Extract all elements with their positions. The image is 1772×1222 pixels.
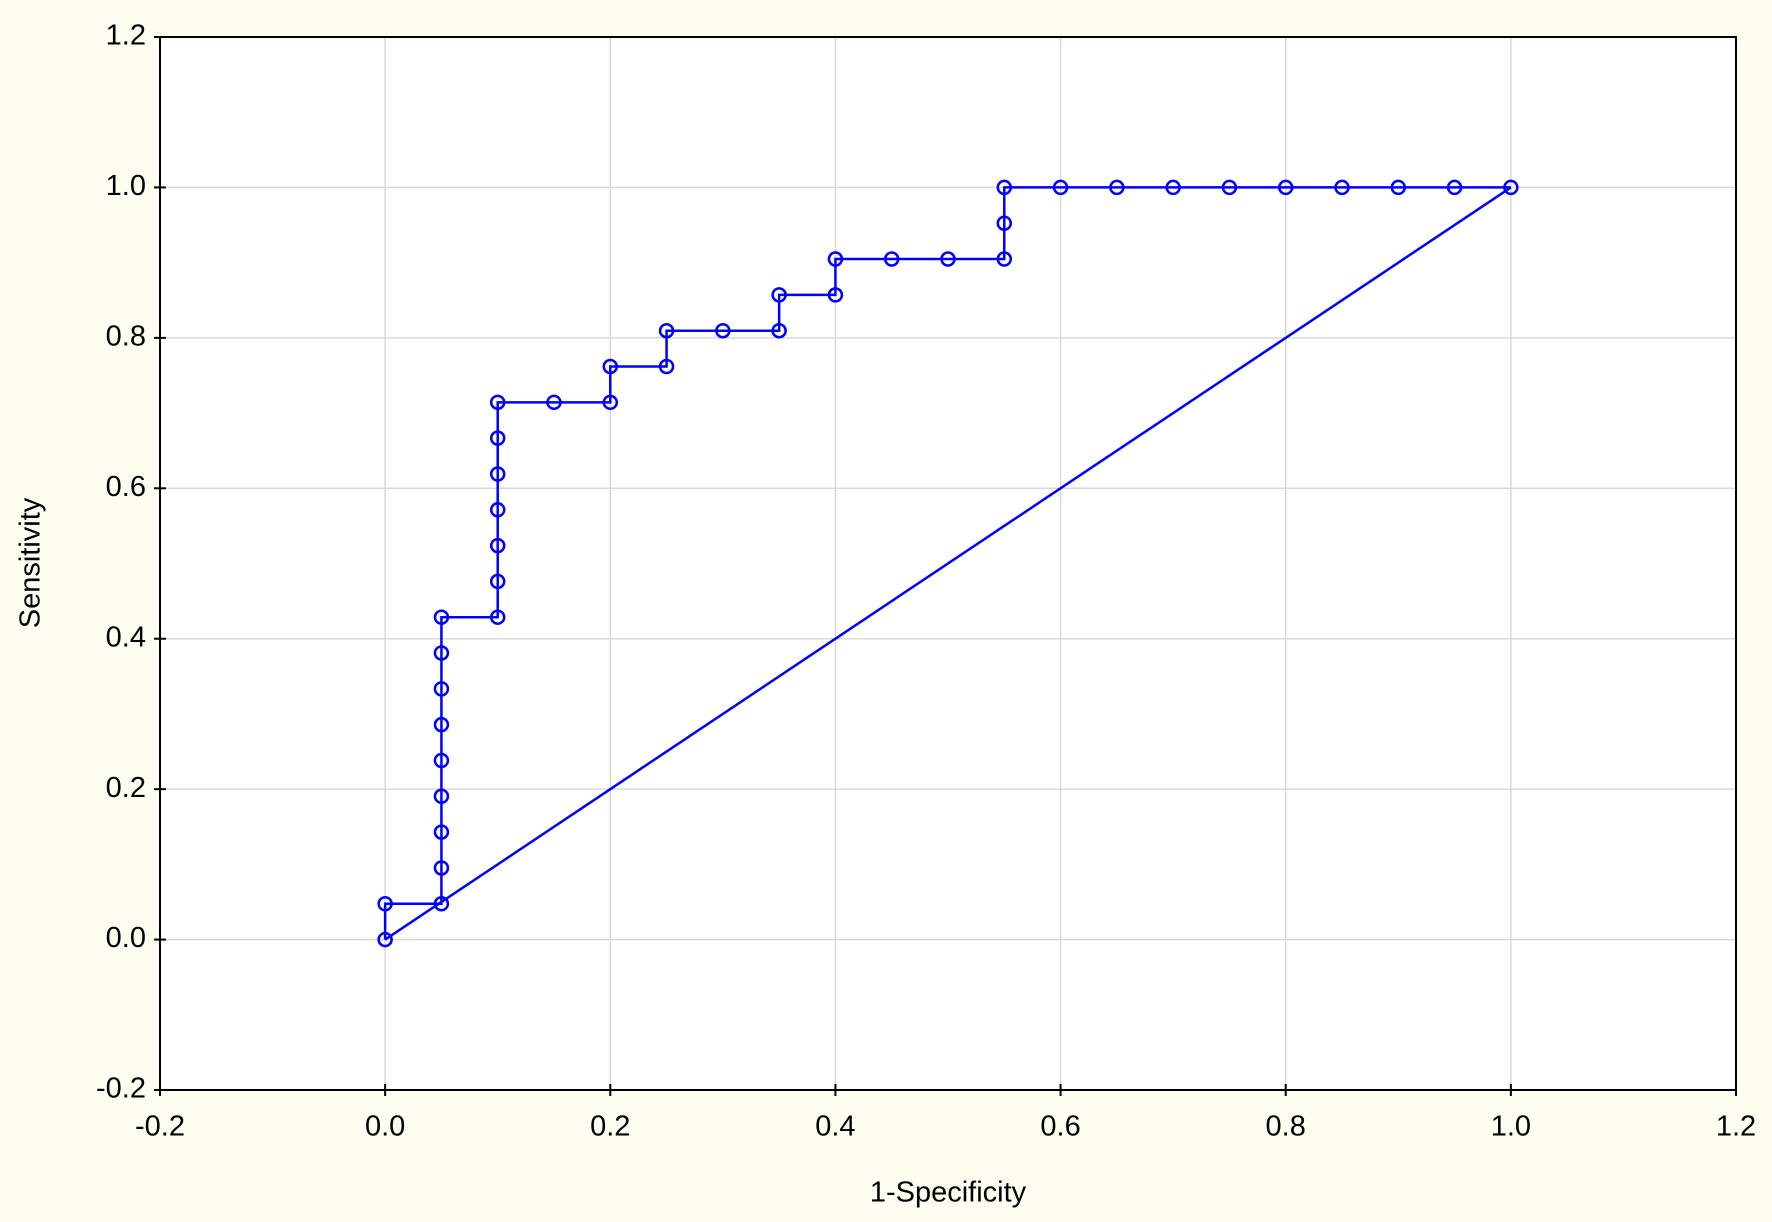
y-tick-label: -0.2 — [96, 1073, 146, 1105]
point-marker — [433, 752, 450, 769]
y-tick-label: 0.6 — [106, 471, 146, 503]
point-marker — [489, 573, 506, 590]
x-axis-title: 1-Specificity — [870, 1177, 1027, 1209]
point-marker — [771, 287, 787, 303]
point-marker — [433, 645, 450, 661]
point-marker — [602, 358, 619, 375]
x-tick-label: 0.8 — [1266, 1111, 1306, 1143]
point-marker — [1446, 179, 1463, 196]
point-marker — [996, 251, 1013, 267]
point-marker — [1503, 179, 1519, 196]
y-tick-label: 1.0 — [106, 170, 146, 202]
point-marker — [433, 896, 450, 912]
series-line — [384, 186, 1512, 941]
point-marker — [377, 931, 393, 948]
point-marker — [771, 322, 787, 339]
point-marker — [1390, 179, 1407, 196]
point-marker — [1277, 179, 1294, 196]
marks — [377, 179, 1519, 948]
point-marker — [996, 179, 1013, 196]
point-marker — [1221, 179, 1238, 196]
point-marker — [489, 394, 506, 411]
point-marker — [546, 394, 562, 411]
point-marker — [433, 609, 450, 625]
point-marker — [1109, 179, 1125, 196]
y-tick-label: 0.4 — [106, 621, 146, 653]
y-tick-label: 0.2 — [106, 772, 146, 804]
x-tick-label: 1.0 — [1491, 1111, 1531, 1143]
x-tick-label: 0.6 — [1040, 1111, 1080, 1143]
x-tick-label: 1.2 — [1716, 1111, 1756, 1143]
point-marker — [940, 251, 956, 267]
point-marker — [996, 215, 1013, 231]
y-axis-title: Sensitivity — [15, 497, 47, 628]
x-tick-label: -0.2 — [135, 1111, 185, 1143]
point-marker — [658, 358, 675, 375]
point-marker — [827, 287, 844, 303]
plot-frame — [159, 36, 1737, 1091]
point-marker — [433, 681, 450, 697]
point-marker — [489, 537, 506, 554]
x-tick-label: 0.0 — [365, 1111, 405, 1143]
point-marker — [1052, 179, 1069, 196]
point-marker — [883, 251, 900, 267]
y-tick-label: 0.0 — [106, 922, 146, 954]
point-marker — [433, 716, 450, 733]
point-marker — [715, 322, 731, 339]
x-tick-label: 0.2 — [590, 1111, 630, 1143]
point-marker — [377, 896, 393, 912]
point-marker — [827, 251, 844, 267]
point-marker — [433, 860, 450, 876]
point-marker — [489, 502, 506, 518]
point-marker — [489, 466, 506, 482]
point-marker — [433, 824, 450, 840]
point-marker — [658, 322, 675, 339]
x-tick-label: 0.4 — [815, 1111, 855, 1143]
y-tick-label: 1.2 — [106, 20, 146, 52]
point-marker — [602, 394, 619, 411]
point-marker — [1165, 179, 1181, 196]
y-tick-label: 0.8 — [106, 321, 146, 353]
point-marker — [489, 609, 506, 625]
point-marker — [433, 788, 450, 805]
point-marker — [489, 430, 506, 446]
point-marker — [1334, 179, 1350, 196]
